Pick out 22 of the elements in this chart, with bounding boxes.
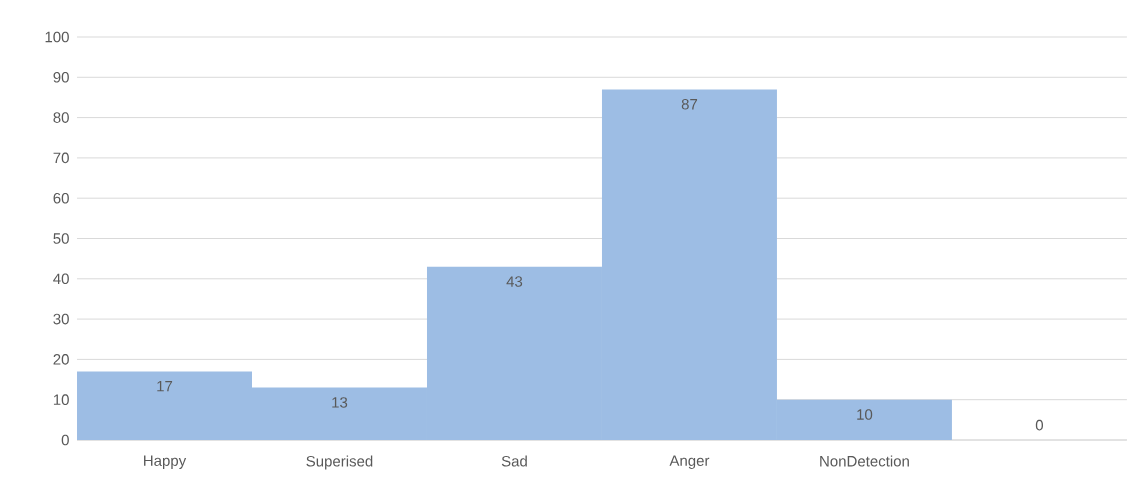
y-tick-label: 90 — [53, 71, 69, 83]
data-label: 0 — [1035, 419, 1044, 431]
y-tick-label: 50 — [53, 233, 69, 244]
y-tick-label: 0 — [61, 434, 69, 446]
x-tick-label: Anger — [669, 455, 710, 469]
x-tick-label: NonDetection — [820, 455, 909, 467]
x-tick-label: Happy — [144, 455, 187, 469]
data-label: 43 — [506, 276, 523, 287]
y-tick-label: 20 — [53, 354, 69, 365]
y-tick-label: 30 — [53, 313, 69, 325]
x-tick-label: Superised — [306, 455, 373, 470]
data-label: 13 — [332, 397, 348, 408]
y-tick-label: 100 — [45, 31, 69, 43]
y-tick-label: 80 — [53, 112, 69, 123]
data-label: 17 — [157, 381, 173, 392]
y-tick-label: 10 — [53, 394, 69, 405]
x-tick-label: Sad — [501, 455, 527, 467]
data-label: 10 — [857, 409, 873, 420]
data-label: 87 — [681, 98, 698, 110]
y-tick-label: 60 — [53, 192, 69, 204]
y-tick-label: 70 — [53, 152, 69, 164]
y-tick-label: 40 — [53, 273, 69, 285]
